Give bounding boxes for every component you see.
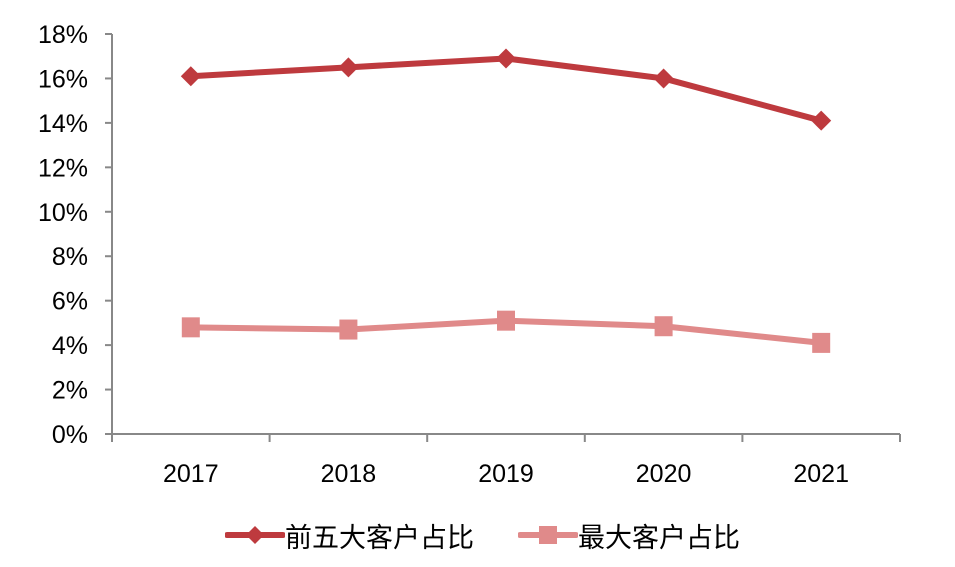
y-tick-label: 6% — [52, 288, 88, 316]
x-tick-label: 2020 — [636, 460, 692, 488]
y-tick-label: 0% — [52, 421, 88, 449]
x-axis: 2017 2018 2019 2020 2021 — [105, 433, 901, 488]
x-tick-label: 2019 — [478, 460, 534, 488]
square-marker-icon — [518, 526, 578, 544]
y-tick-label: 10% — [38, 199, 88, 227]
diamond-marker-icon — [225, 526, 285, 544]
y-axis: 0% 2% 4% 6% 8% 10% 12% 14% 16% 18% — [38, 21, 113, 449]
legend-item-largest[interactable]: 最大客户占比 — [518, 516, 740, 555]
line-chart: 0%2%4%6%8%10%12%14%16%18% 2017 2018 2019 20… — [38, 21, 901, 488]
y-tick-label: 16% — [38, 65, 88, 93]
data-point-diamond[interactable] — [653, 68, 674, 89]
x-tick-label: 2018 — [321, 460, 377, 488]
legend: 前五大客户占比 最大客户占比 — [225, 513, 784, 557]
y-tick-label: 8% — [52, 243, 88, 271]
data-point-square[interactable] — [497, 310, 515, 331]
data-point-diamond[interactable] — [338, 57, 359, 78]
y-tick-label: 18% — [38, 21, 88, 49]
x-tick-label: 2021 — [793, 460, 849, 488]
data-point-square[interactable] — [339, 319, 358, 340]
data-point-diamond[interactable] — [811, 110, 832, 131]
legend-item-top5[interactable]: 前五大客户占比 — [225, 516, 474, 555]
y-tick-label: 14% — [38, 110, 88, 138]
y-tick-label: 4% — [52, 332, 88, 360]
data-point-square[interactable] — [181, 317, 200, 338]
legend-label-largest: 最大客户占比 — [578, 522, 740, 554]
series-layer — [180, 48, 832, 353]
data-point-square[interactable] — [812, 332, 831, 353]
y-tick-label: 12% — [38, 154, 88, 182]
data-point-diamond[interactable] — [180, 66, 201, 87]
legend-label-top5: 前五大客户占比 — [285, 522, 474, 554]
data-point-diamond[interactable] — [496, 48, 516, 69]
data-point-square[interactable] — [654, 316, 673, 337]
y-tick-label: 2% — [52, 377, 88, 405]
x-tick-label: 2017 — [163, 460, 219, 488]
